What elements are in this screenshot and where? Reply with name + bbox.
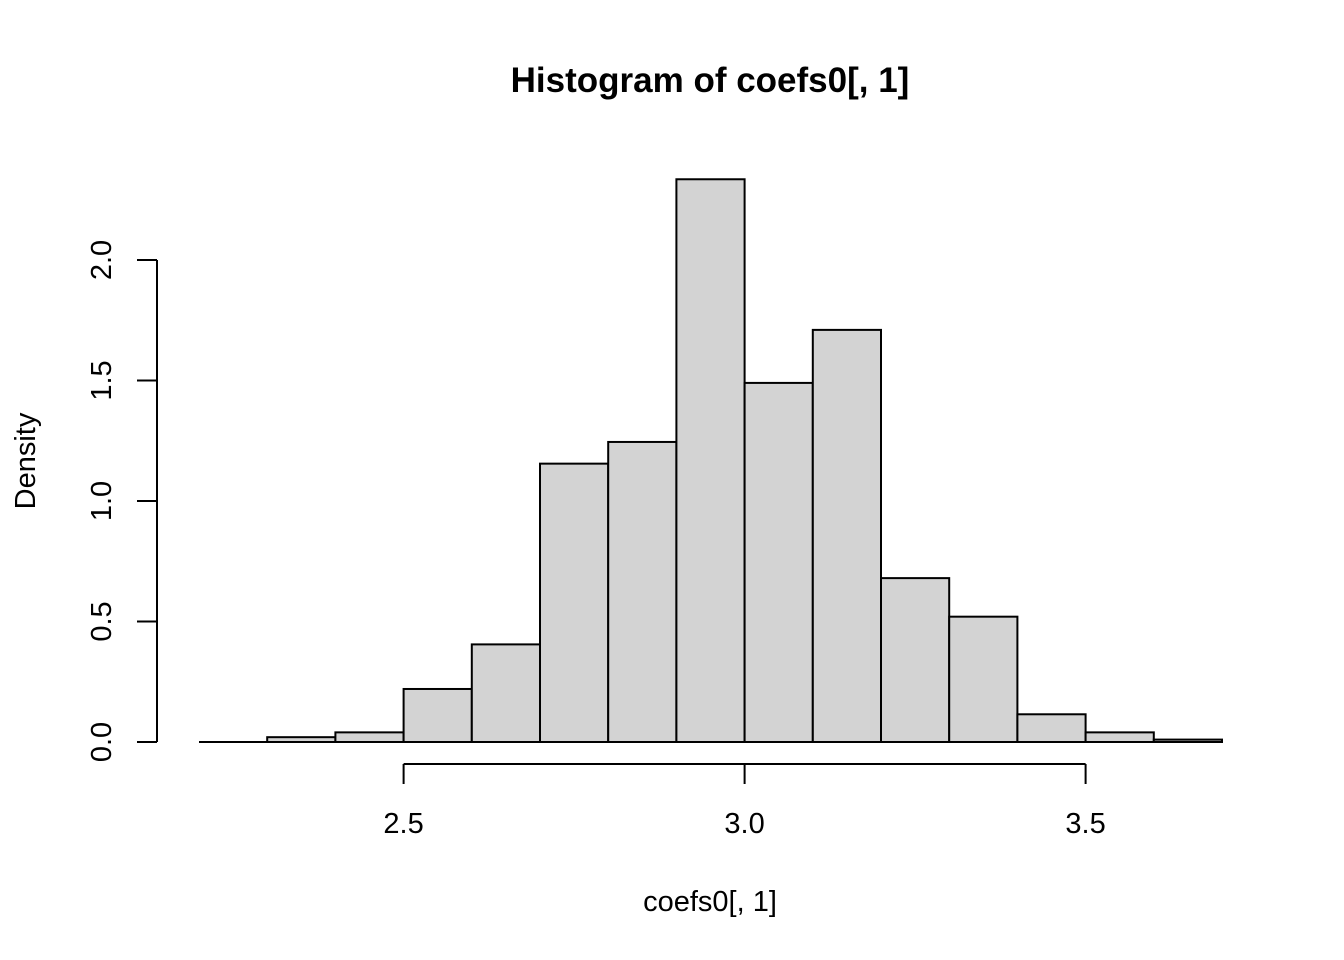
histogram-bar [948, 615, 1019, 743]
histogram-bar [1152, 738, 1224, 744]
y-tick-label: 0.5 [86, 601, 118, 641]
histogram-bars [199, 178, 1224, 744]
x-tick-label: 3.5 [1065, 808, 1105, 840]
histogram-bar [675, 178, 746, 743]
x-tick-label: 2.5 [383, 808, 423, 840]
y-tick-label: 0.0 [86, 722, 118, 762]
y-tick-label: 2.0 [86, 240, 118, 280]
x-axis: 2.5 3.0 3.5 [383, 763, 1106, 840]
histogram-bar [1084, 731, 1155, 743]
chart-title: Histogram of coefs0[, 1] [511, 61, 910, 100]
histogram-bar [334, 731, 405, 743]
y-axis-label: Density [10, 412, 42, 509]
histogram-bar [402, 687, 473, 743]
histogram-bar [470, 643, 541, 744]
histogram-bar [539, 462, 610, 743]
histogram-bar [1016, 713, 1087, 743]
histogram-bar [266, 736, 337, 743]
histogram-bar [811, 328, 882, 743]
y-axis: 0.0 0.5 1.0 1.5 2.0 [86, 240, 158, 762]
histogram-bar [743, 381, 814, 743]
y-tick-label: 1.5 [86, 360, 118, 400]
x-tick-label: 3.0 [724, 808, 764, 840]
histogram-bar [880, 577, 951, 743]
x-axis-label: coefs0[, 1] [643, 886, 777, 918]
y-tick-label: 1.0 [86, 481, 118, 521]
histogram-bar [607, 440, 678, 743]
